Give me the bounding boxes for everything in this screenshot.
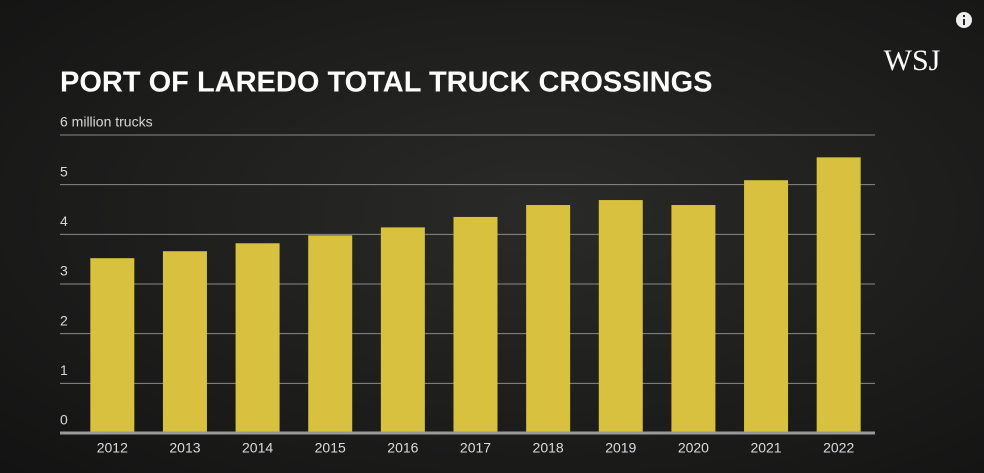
y-tick-label: 3: [60, 263, 68, 279]
y-tick-label: 6 million trucks: [60, 114, 153, 130]
bar: [308, 235, 353, 433]
x-tick-label: 2021: [750, 440, 781, 456]
bar: [453, 216, 498, 433]
bar: [162, 251, 207, 433]
y-tick-label: 5: [60, 163, 68, 179]
bar: [744, 180, 789, 433]
plot: 0 1 2 3 4 5 6 million trucks 2012 2013 2014 2015 20…: [60, 114, 875, 456]
x-tick-label: 2016: [387, 440, 418, 456]
y-tick-label: 4: [60, 213, 68, 229]
bar: [671, 205, 716, 433]
logo: WSJ: [884, 44, 941, 77]
y-tick-label: 1: [60, 362, 68, 378]
bar: [526, 205, 571, 433]
x-tick-label: 2013: [169, 440, 200, 456]
x-tick-label: 2020: [678, 440, 709, 456]
y-tick-label: 2: [60, 312, 68, 328]
x-tick-label: 2012: [97, 440, 128, 456]
y-tick-label: 0: [60, 412, 68, 428]
x-tick-label: 2018: [533, 440, 564, 456]
x-tick-label: 2022: [823, 440, 854, 456]
bar: [380, 227, 425, 433]
x-tick-label: 2014: [242, 440, 273, 456]
bar: [598, 200, 643, 433]
info-icon[interactable]: [956, 12, 972, 28]
chart-title: PORT OF LAREDO TOTAL TRUCK CROSSINGS: [60, 67, 713, 99]
bar: [816, 157, 861, 433]
x-tick-label: 2017: [460, 440, 491, 456]
x-tick-label: 2019: [605, 440, 636, 456]
bar: [235, 243, 280, 433]
x-tick-label: 2015: [315, 440, 346, 456]
bar: [90, 258, 135, 433]
